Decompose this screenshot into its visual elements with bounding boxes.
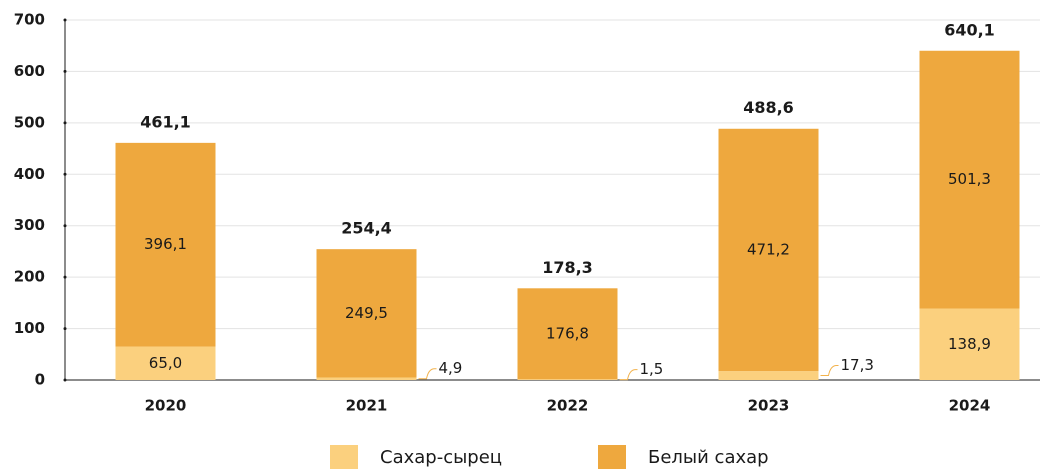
- data-label: 396,1: [144, 235, 187, 253]
- total-label: 178,3: [542, 258, 593, 277]
- data-label: 17,3: [841, 356, 874, 374]
- y-tick-label: 300: [14, 216, 45, 234]
- legend-label: Сахар-сырец: [380, 447, 502, 468]
- legend-swatch: [598, 445, 626, 469]
- leader-line: [820, 365, 839, 377]
- bar-segment: [919, 308, 1020, 380]
- bar-segment: [718, 371, 819, 380]
- bar-segment: [718, 128, 819, 372]
- y-tick-label: 700: [14, 11, 45, 29]
- bar-segment: [517, 379, 618, 380]
- bar-segment: [316, 249, 417, 378]
- data-label: 249,5: [345, 304, 388, 322]
- y-tick-label: 500: [14, 113, 45, 131]
- y-tick-label: 100: [14, 319, 45, 337]
- bar-segment: [115, 142, 216, 347]
- total-label: 640,1: [944, 20, 995, 39]
- total-label: 254,4: [341, 219, 392, 238]
- leader-line: [619, 369, 638, 381]
- legend-label: Белый сахар: [648, 447, 769, 468]
- x-tick-label: 2021: [346, 397, 388, 415]
- bar-segment: [517, 288, 618, 380]
- data-label: 501,3: [948, 170, 991, 188]
- y-tick-label: 0: [35, 371, 45, 389]
- bar-segment: [919, 50, 1020, 309]
- y-tick-label: 200: [14, 268, 45, 286]
- y-tick-label: 400: [14, 165, 45, 183]
- total-label: 461,1: [140, 112, 191, 131]
- x-tick-label: 2023: [748, 397, 790, 415]
- bar-segment: [115, 346, 216, 380]
- data-label: 4,9: [439, 359, 463, 377]
- data-label: 471,2: [747, 240, 790, 258]
- x-tick-label: 2020: [145, 397, 187, 415]
- data-label: 65,0: [149, 354, 182, 372]
- x-tick-label: 2022: [547, 397, 589, 415]
- legend-swatch: [330, 445, 358, 469]
- data-label: 176,8: [546, 324, 589, 342]
- bar-segment: [316, 377, 417, 380]
- total-label: 488,6: [743, 98, 794, 117]
- data-label: 1,5: [640, 360, 664, 378]
- data-label: 138,9: [948, 335, 991, 353]
- y-tick-label: 600: [14, 62, 45, 80]
- leader-line: [418, 368, 437, 380]
- x-tick-label: 2024: [949, 397, 991, 415]
